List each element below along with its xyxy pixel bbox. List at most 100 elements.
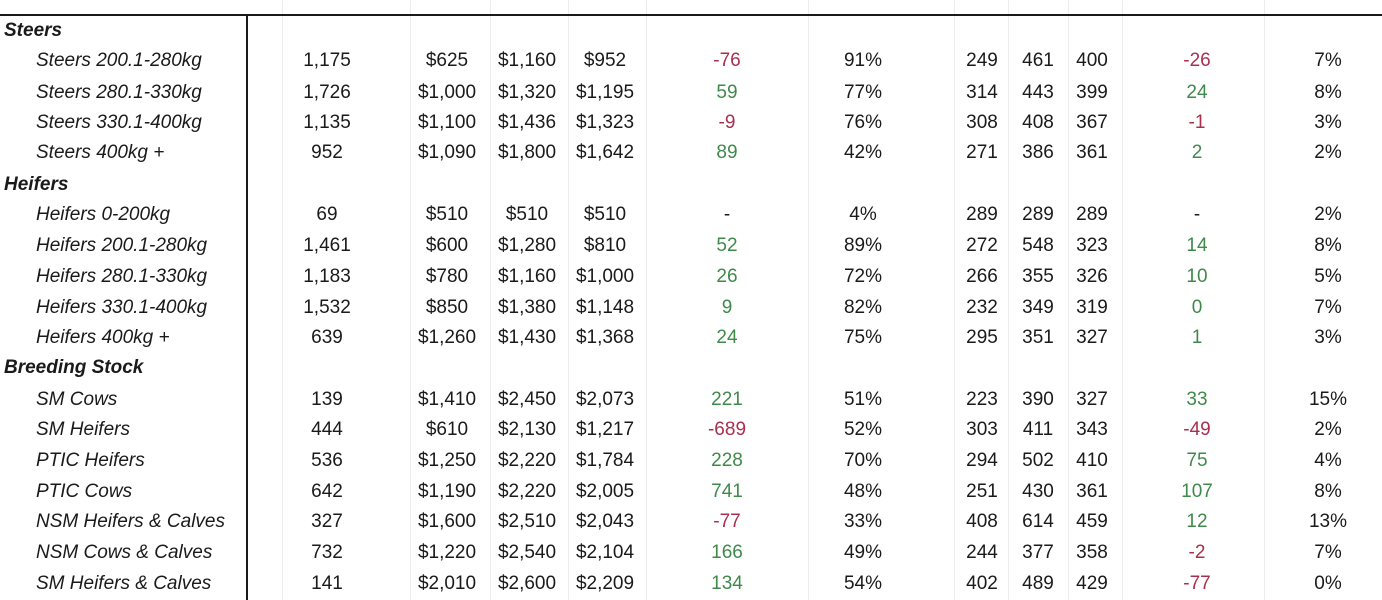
cell-c-max: 411 xyxy=(1022,419,1054,440)
row-label: Steers 400kg + xyxy=(36,142,165,163)
table-row: NSM Cows & Calves 732 $1,220 $2,540 $2,104 16… xyxy=(0,538,1382,568)
cell-c-max: 502 xyxy=(1022,450,1054,471)
cell-p-avg: $952 xyxy=(583,50,627,71)
row-label: PTIC Heifers xyxy=(36,450,145,471)
table-row: Steers 330.1-400kg 1,135 $1,100 $1,436 $1,32… xyxy=(0,108,1382,138)
row-label: Heifers 280.1-330kg xyxy=(36,266,208,287)
cell-p-avg: $1,195 xyxy=(575,82,635,103)
row-label: NSM Cows & Calves xyxy=(36,542,213,563)
cell-c-chg: 2 xyxy=(1191,142,1203,163)
cell-head: 952 xyxy=(311,142,343,163)
table-row: Heifers 0-200kg 69 $510 $510 $510 - 4% 289 289 28… xyxy=(0,200,1382,230)
gridline xyxy=(1008,0,1009,600)
cell-p-min: $780 xyxy=(425,266,469,287)
cell-c-max: 443 xyxy=(1022,82,1054,103)
cell-c-min: 314 xyxy=(966,82,998,103)
cell-clearance: 76% xyxy=(843,112,883,133)
cell-p-avg: $810 xyxy=(583,235,627,256)
cell-clearance: 49% xyxy=(843,542,883,563)
cell-p-max: $1,280 xyxy=(497,235,557,256)
cell-p-max: $1,160 xyxy=(497,266,557,287)
row-label: Heifers 200.1-280kg xyxy=(36,235,208,256)
section-header-row: Breeding Stock xyxy=(0,353,1382,383)
cell-share: 0% xyxy=(1314,573,1342,594)
gridline xyxy=(490,0,491,600)
cell-c-chg: -26 xyxy=(1183,50,1211,71)
cell-p-chg: 134 xyxy=(711,573,743,594)
row-label: Heifers 0-200kg xyxy=(36,204,171,225)
cell-clearance: 33% xyxy=(843,511,883,532)
cell-share: 7% xyxy=(1314,297,1342,318)
cell-p-avg: $2,005 xyxy=(575,481,635,502)
cell-p-chg: 166 xyxy=(711,542,743,563)
gridline xyxy=(410,0,411,600)
cell-c-min: 244 xyxy=(966,542,998,563)
cell-p-max: $1,160 xyxy=(497,50,557,71)
cell-c-max: 351 xyxy=(1022,327,1054,348)
section-label: Breeding Stock xyxy=(4,357,144,378)
cell-c-avg: 410 xyxy=(1076,450,1108,471)
table-row: Heifers 200.1-280kg 1,461 $600 $1,280 $810 52… xyxy=(0,231,1382,261)
cell-c-min: 294 xyxy=(966,450,998,471)
row-label: NSM Heifers & Calves xyxy=(36,511,225,532)
cell-clearance: 4% xyxy=(849,204,877,225)
cell-c-avg: 361 xyxy=(1076,142,1108,163)
cell-head: 1,175 xyxy=(303,50,351,71)
cell-clearance: 77% xyxy=(843,82,883,103)
cell-share: 5% xyxy=(1314,266,1342,287)
cell-p-max: $1,436 xyxy=(497,112,557,133)
cell-head: 1,183 xyxy=(303,266,351,287)
cell-c-max: 408 xyxy=(1022,112,1054,133)
cell-p-avg: $1,323 xyxy=(575,112,635,133)
cell-p-max: $2,130 xyxy=(497,419,557,440)
section-label: Heifers xyxy=(4,174,69,195)
section-label: Steers xyxy=(4,20,63,41)
cell-c-max: 614 xyxy=(1022,511,1054,532)
cell-head: 139 xyxy=(311,389,343,410)
cell-clearance: 72% xyxy=(843,266,883,287)
cell-c-chg: 33 xyxy=(1186,389,1208,410)
cell-c-min: 303 xyxy=(966,419,998,440)
cell-c-min: 289 xyxy=(966,204,998,225)
cell-c-avg: 400 xyxy=(1076,50,1108,71)
cell-clearance: 82% xyxy=(843,297,883,318)
row-label: Steers 280.1-330kg xyxy=(36,82,202,103)
cell-c-chg: 107 xyxy=(1181,481,1213,502)
cell-c-min: 251 xyxy=(966,481,998,502)
cell-share: 15% xyxy=(1308,389,1348,410)
cell-c-min: 402 xyxy=(966,573,998,594)
cell-p-min: $1,090 xyxy=(417,142,477,163)
cell-clearance: 89% xyxy=(843,235,883,256)
cell-p-avg: $1,368 xyxy=(575,327,635,348)
table-row: SM Heifers & Calves 141 $2,010 $2,600 $2,209… xyxy=(0,569,1382,599)
cell-c-min: 295 xyxy=(966,327,998,348)
table-row: NSM Heifers & Calves 327 $1,600 $2,510 $2,04… xyxy=(0,507,1382,537)
cell-p-avg: $1,000 xyxy=(575,266,635,287)
cell-p-min: $1,600 xyxy=(417,511,477,532)
cell-p-min: $1,000 xyxy=(417,82,477,103)
cell-c-avg: 361 xyxy=(1076,481,1108,502)
cell-p-min: $610 xyxy=(425,419,469,440)
cell-p-max: $2,600 xyxy=(497,573,557,594)
row-label: Steers 330.1-400kg xyxy=(36,112,202,133)
cell-p-chg: 26 xyxy=(716,266,738,287)
cell-p-min: $510 xyxy=(425,204,469,225)
cell-c-max: 390 xyxy=(1022,389,1054,410)
cell-p-min: $1,100 xyxy=(417,112,477,133)
cell-p-chg: -689 xyxy=(707,419,747,440)
cell-c-chg: -77 xyxy=(1183,573,1211,594)
cell-clearance: 75% xyxy=(843,327,883,348)
cell-p-max: $2,510 xyxy=(497,511,557,532)
cell-p-max: $2,540 xyxy=(497,542,557,563)
cell-c-min: 223 xyxy=(966,389,998,410)
cell-p-chg: -77 xyxy=(713,511,741,532)
label-column-border xyxy=(246,14,248,600)
cell-head: 1,726 xyxy=(303,82,351,103)
cell-c-avg: 358 xyxy=(1076,542,1108,563)
cell-c-max: 289 xyxy=(1022,204,1054,225)
cell-share: 2% xyxy=(1314,204,1342,225)
cell-p-min: $625 xyxy=(425,50,469,71)
cell-c-max: 377 xyxy=(1022,542,1054,563)
cell-c-max: 489 xyxy=(1022,573,1054,594)
cell-p-avg: $2,209 xyxy=(575,573,635,594)
